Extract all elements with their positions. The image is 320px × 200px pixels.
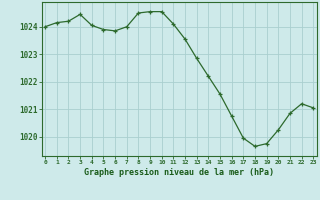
X-axis label: Graphe pression niveau de la mer (hPa): Graphe pression niveau de la mer (hPa) [84,168,274,177]
